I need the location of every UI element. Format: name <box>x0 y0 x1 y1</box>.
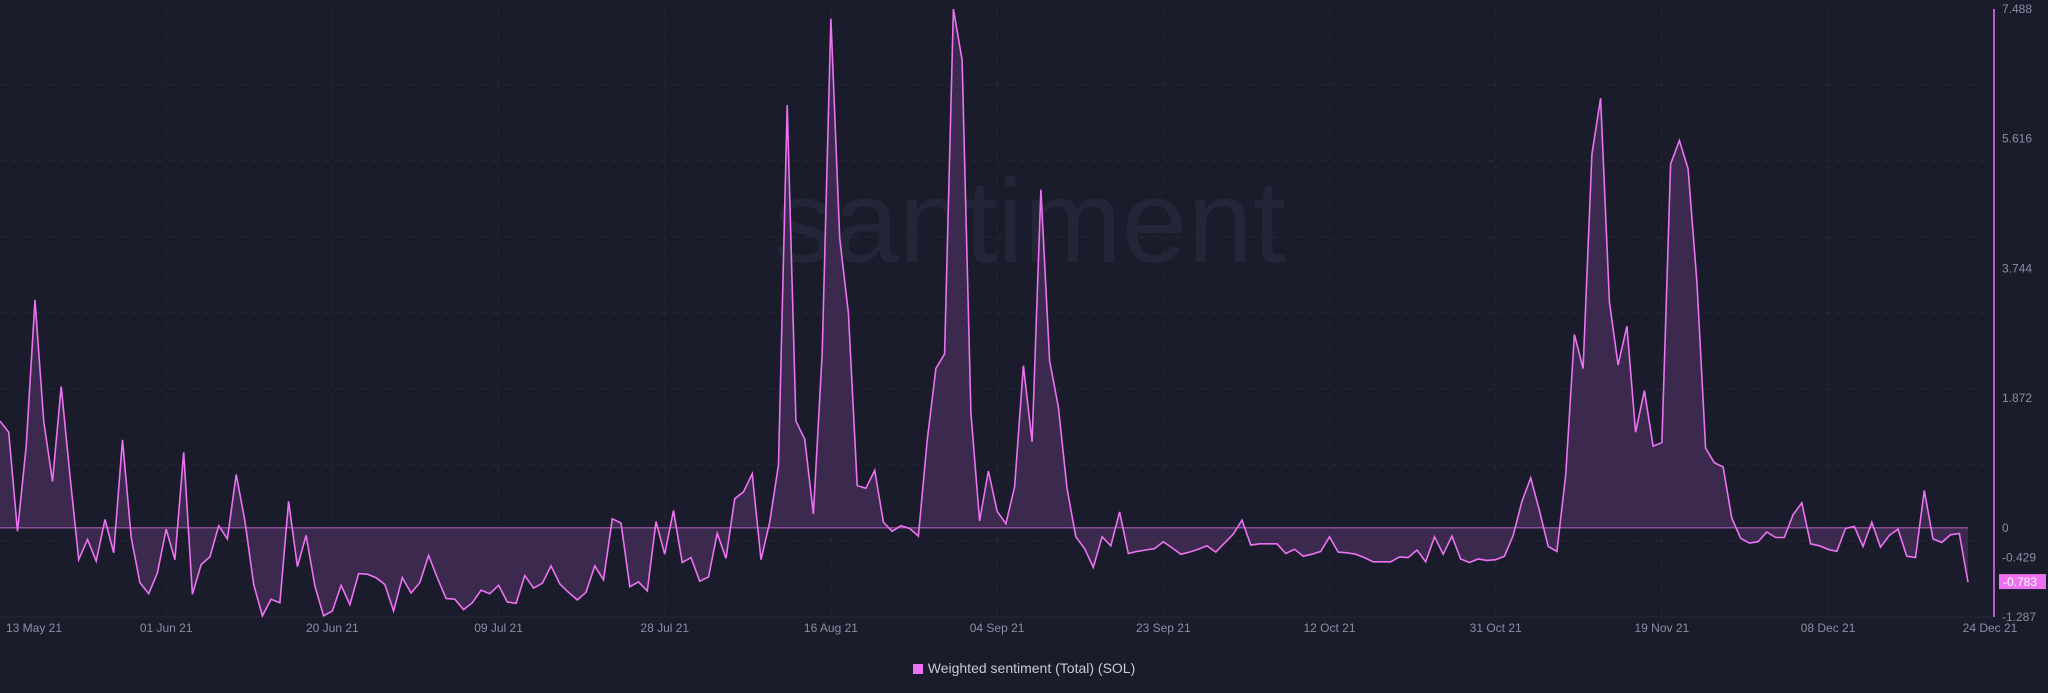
y-tick-label: -1.287 <box>2002 610 2036 624</box>
legend[interactable]: Weighted sentiment (Total) (SOL) <box>0 660 2048 676</box>
y-tick-label: 5.616 <box>2002 132 2032 146</box>
last-value-badge: -0.783 <box>1999 574 2046 590</box>
x-tick-label: 19 Nov 21 <box>1635 621 1690 635</box>
legend-label: Weighted sentiment (Total) (SOL) <box>927 660 1136 676</box>
x-tick-label: 20 Jun 21 <box>306 621 359 635</box>
y-tick-label: 0 <box>2002 521 2009 535</box>
badge-value: -0.783 <box>2003 575 2037 589</box>
y-tick-label: 7.488 <box>2002 2 2032 16</box>
x-tick-label: 28 Jul 21 <box>640 621 689 635</box>
series-area <box>0 9 1968 616</box>
legend-swatch <box>912 664 923 674</box>
x-tick-label: 12 Oct 21 <box>1303 621 1355 635</box>
series-line <box>0 8 1969 618</box>
x-tick-label: 24 Dec 21 <box>1963 621 2018 635</box>
x-tick-label: 13 May 21 <box>6 621 62 635</box>
x-tick-label: 04 Sep 21 <box>970 621 1025 635</box>
y-axis-ticks: 7.488 5.616 3.744 1.872 0 -0.429 -1.287 <box>2002 2 2036 624</box>
y-tick-label: -0.429 <box>2002 551 2036 565</box>
x-axis-ticks: 13 May 21 01 Jun 21 20 Jun 21 09 Jul 21 28 J… <box>6 621 2018 635</box>
y-tick-label: 1.872 <box>2002 391 2032 405</box>
x-tick-label: 08 Dec 21 <box>1801 621 1856 635</box>
x-tick-label: 31 Oct 21 <box>1470 621 1522 635</box>
y-tick-label: 3.744 <box>2002 261 2032 275</box>
santiment-watermark: santiment <box>774 156 1286 288</box>
x-tick-label: 23 Sep 21 <box>1136 621 1191 635</box>
badge-background <box>1999 574 2046 590</box>
x-tick-label: 09 Jul 21 <box>474 621 523 635</box>
x-tick-label: 01 Jun 21 <box>140 621 193 635</box>
x-tick-label: 16 Aug 21 <box>804 621 858 635</box>
